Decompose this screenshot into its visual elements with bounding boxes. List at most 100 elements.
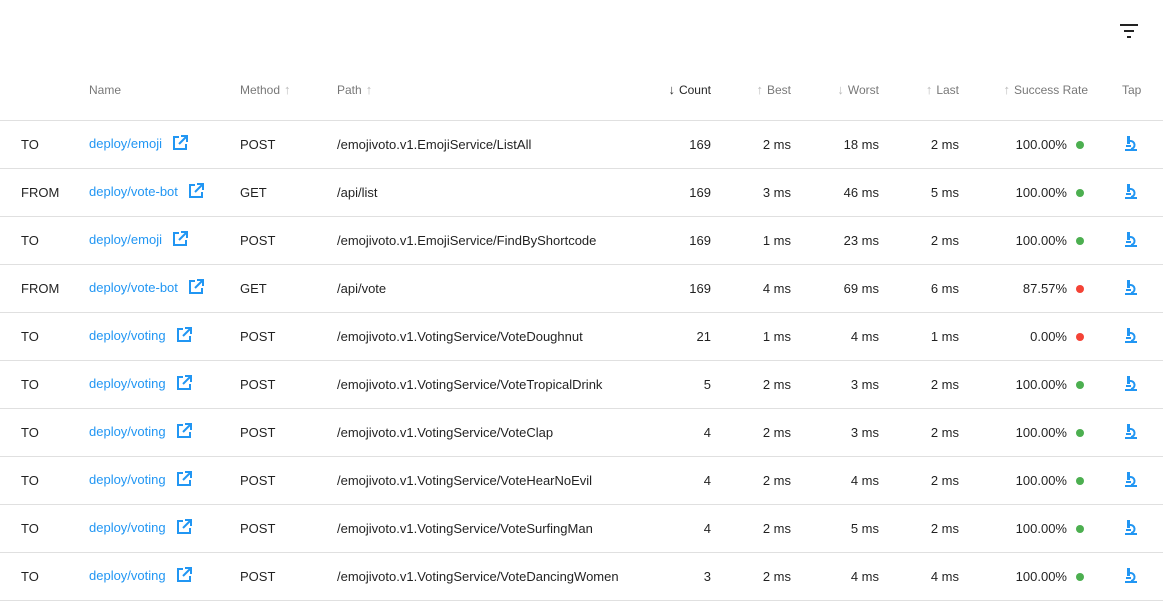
count-cell: 169 [637,216,711,265]
table-header: Name Method ↑ Path ↑ ↓ Count ↑ Best ↓ Worst ↑… [0,60,1163,121]
count-cell: 21 [637,312,711,361]
resource-link[interactable]: deploy/voting [89,375,166,391]
name-cell: deploy/emoji [89,120,240,169]
tap-cell [1088,408,1163,457]
header-success-rate[interactable]: ↑ Success Rate [959,60,1088,121]
header-worst[interactable]: ↓ Worst [791,60,879,121]
header-last-label: Last [936,83,959,98]
method-cell: POST [240,504,337,553]
header-tap: Tap [1088,60,1163,121]
header-best[interactable]: ↑ Best [711,60,791,121]
method-cell: POST [240,408,337,457]
external-link-icon[interactable] [188,278,204,298]
worst-cell: 4 ms [791,552,879,601]
header-method[interactable]: Method ↑ [240,60,337,121]
resource-link[interactable]: deploy/voting [89,471,166,487]
table-row: TO deploy/emoji POST /emojivoto.v1.Emoji… [0,120,1163,169]
header-best-label: Best [766,83,791,98]
worst-cell: 4 ms [791,456,879,505]
microscope-icon[interactable] [1124,327,1138,346]
tap-cell [1088,312,1163,361]
status-dot [1076,140,1084,149]
microscope-icon[interactable] [1124,519,1138,538]
table-row: TO deploy/voting POST /emojivoto.v1.Voti… [0,456,1163,505]
last-cell: 2 ms [879,408,959,457]
best-cell: 2 ms [711,504,791,553]
last-cell: 2 ms [879,504,959,553]
header-count[interactable]: ↓ Count [637,60,711,121]
resource-link[interactable]: deploy/emoji [89,231,162,247]
success-rate-value: 0.00% [1030,328,1067,344]
external-link-icon[interactable] [176,470,192,490]
direction-cell: TO [0,408,89,457]
microscope-icon[interactable] [1124,279,1138,298]
path-cell: /emojivoto.v1.VotingService/VoteClap [337,408,637,457]
last-cell: 4 ms [879,552,959,601]
sort-arrow-icon: ↑ [1003,82,1010,98]
resource-link[interactable]: deploy/voting [89,519,166,535]
external-link-icon[interactable] [176,518,192,538]
sort-arrow-icon: ↓ [837,82,844,98]
header-path[interactable]: Path ↑ [337,60,637,121]
method-cell: POST [240,216,337,265]
table-row: FROM deploy/vote-bot GET /api/list 169 3… [0,168,1163,217]
header-name-label: Name [89,82,122,97]
tap-cell [1088,360,1163,409]
resource-link[interactable]: deploy/voting [89,327,166,343]
last-cell: 5 ms [879,168,959,217]
external-link-icon[interactable] [176,422,192,442]
header-name[interactable]: Name [89,60,240,121]
microscope-icon[interactable] [1124,567,1138,586]
best-cell: 1 ms [711,216,791,265]
microscope-icon[interactable] [1124,375,1138,394]
microscope-icon[interactable] [1124,423,1138,442]
resource-link[interactable]: deploy/vote-bot [89,183,178,199]
external-link-icon[interactable] [172,134,188,154]
table-row: TO deploy/voting POST /emojivoto.v1.Voti… [0,312,1163,361]
microscope-icon[interactable] [1124,135,1138,154]
external-link-icon[interactable] [176,326,192,346]
sort-arrow-icon: ↑ [365,82,373,98]
success-rate-cell: 100.00% [959,408,1088,457]
resource-link[interactable]: deploy/voting [89,567,166,583]
table-row: TO deploy/emoji POST /emojivoto.v1.Emoji… [0,216,1163,265]
tap-cell [1088,216,1163,265]
sort-arrow-icon: ↑ [925,82,933,98]
tap-cell [1088,168,1163,217]
sort-arrow-icon: ↑ [756,82,763,98]
microscope-icon[interactable] [1124,471,1138,490]
success-rate-value: 100.00% [1015,184,1067,200]
success-rate-value: 100.00% [1015,136,1067,152]
success-rate-value: 100.00% [1015,472,1067,488]
external-link-icon[interactable] [188,182,204,202]
method-cell: GET [240,168,337,217]
header-last[interactable]: ↑ Last [879,60,959,121]
success-rate-cell: 0.00% [959,312,1088,361]
success-rate-value: 100.00% [1015,376,1067,392]
path-cell: /emojivoto.v1.VotingService/VoteTropical… [337,360,637,409]
count-cell: 169 [637,168,711,217]
resource-link[interactable]: deploy/vote-bot [89,279,178,295]
status-dot [1076,332,1084,341]
filter-list-icon[interactable] [1118,20,1140,42]
external-link-icon[interactable] [172,230,188,250]
direction-cell: TO [0,360,89,409]
external-link-icon[interactable] [176,374,192,394]
success-rate-value: 100.00% [1015,568,1067,584]
success-rate-cell: 100.00% [959,456,1088,505]
path-cell: /emojivoto.v1.VotingService/VoteDoughnut [337,312,637,361]
count-cell: 3 [637,552,711,601]
last-cell: 2 ms [879,360,959,409]
external-link-icon[interactable] [176,566,192,586]
resource-link[interactable]: deploy/voting [89,423,166,439]
microscope-icon[interactable] [1124,231,1138,250]
direction-cell: FROM [0,168,89,217]
method-cell: GET [240,264,337,313]
status-dot [1076,284,1084,293]
best-cell: 2 ms [711,360,791,409]
microscope-icon[interactable] [1124,183,1138,202]
method-cell: POST [240,120,337,169]
tap-cell [1088,456,1163,505]
table-row: TO deploy/voting POST /emojivoto.v1.Voti… [0,408,1163,457]
resource-link[interactable]: deploy/emoji [89,135,162,151]
